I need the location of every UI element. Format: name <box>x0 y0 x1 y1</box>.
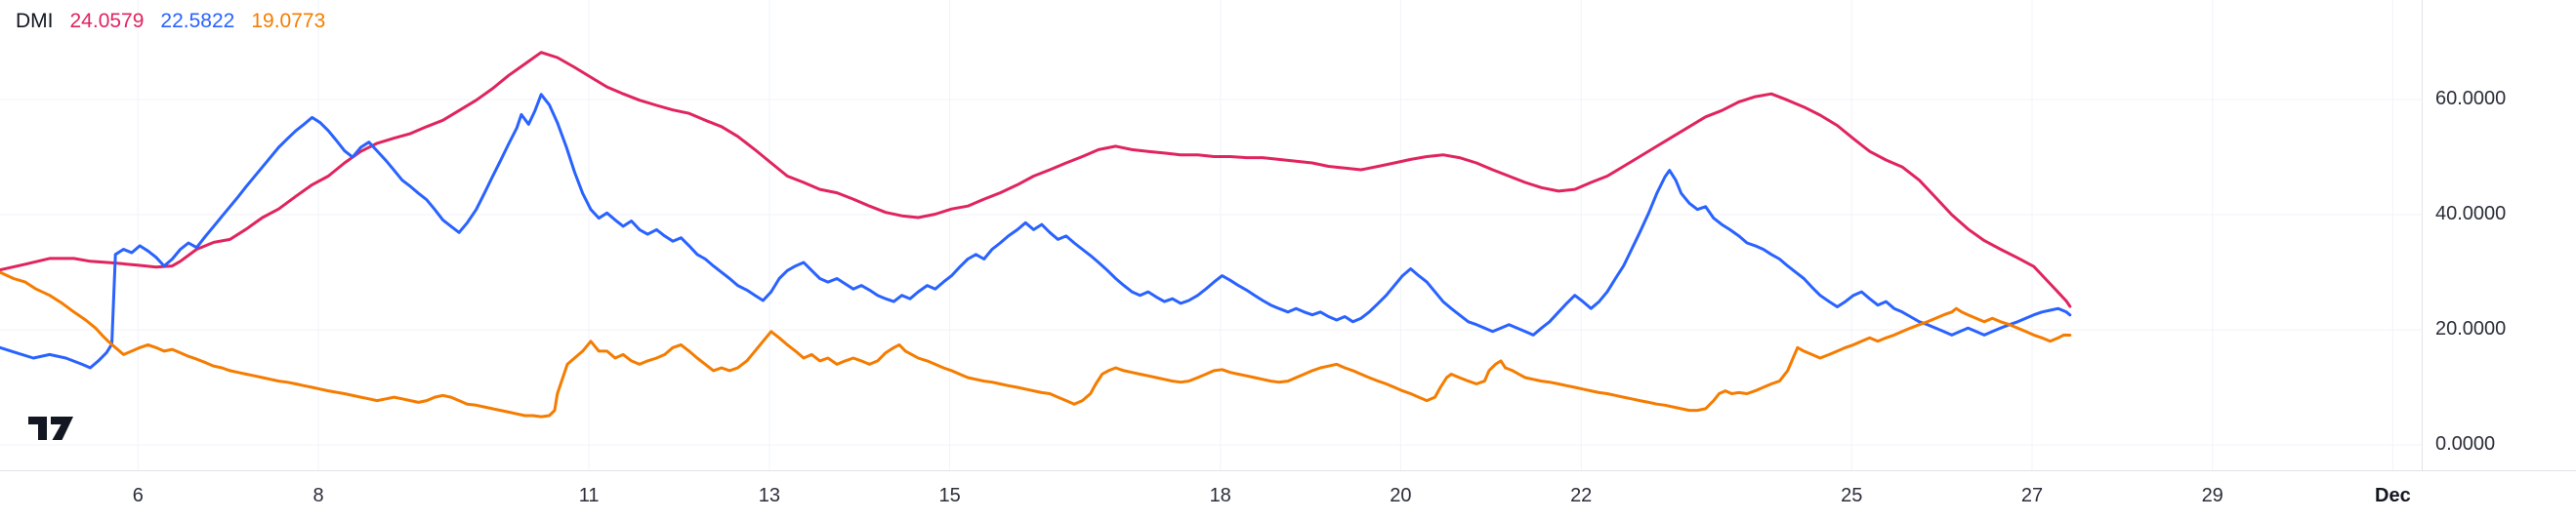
time-axis-label: 20 <box>1390 485 1412 506</box>
legend-value-plus-di: 22.5822 <box>160 10 235 32</box>
tradingview-logo-icon <box>28 417 73 440</box>
price-axis-label: 0.0000 <box>2435 433 2496 456</box>
time-axis-label: 15 <box>938 485 961 506</box>
price-axis[interactable]: 60.0000 40.0000 20.0000 0.0000 <box>2422 0 2576 470</box>
indicator-title: DMI <box>16 10 54 32</box>
time-axis-label: 29 <box>2201 485 2223 506</box>
time-axis-label: 22 <box>1570 485 1593 506</box>
time-axis-label: 8 <box>312 485 324 506</box>
time-axis-label: 6 <box>132 485 144 506</box>
series-line-adx[interactable] <box>0 51 2072 308</box>
legend-value-adx: 24.0579 <box>69 10 145 32</box>
price-axis-label: 40.0000 <box>2435 203 2507 225</box>
legend-value-minus-di: 19.0773 <box>251 10 326 32</box>
tradingview-logo[interactable] <box>27 410 74 447</box>
time-axis-label: 13 <box>758 485 781 506</box>
time-axis-label: 18 <box>1209 485 1231 506</box>
time-axis-label: 25 <box>1841 485 1863 506</box>
plot-svg <box>0 0 2422 470</box>
price-axis-label: 20.0000 <box>2435 318 2507 341</box>
time-axis-label: 27 <box>2020 485 2044 506</box>
time-axis[interactable]: 6 8 11 13 15 18 20 22 25 27 29 Dec <box>0 470 2576 521</box>
series-line-plusminus-di[interactable] <box>0 93 2072 370</box>
time-axis-label: Dec <box>2375 485 2411 506</box>
time-axis-label: 11 <box>578 485 600 506</box>
plot-area[interactable]: DMI 24.0579 22.5822 19.0773 <box>0 0 2422 470</box>
indicator-legend[interactable]: DMI 24.0579 22.5822 19.0773 <box>16 8 325 35</box>
series-line-minus-di[interactable] <box>0 270 2072 419</box>
price-axis-label: 60.0000 <box>2435 88 2507 110</box>
